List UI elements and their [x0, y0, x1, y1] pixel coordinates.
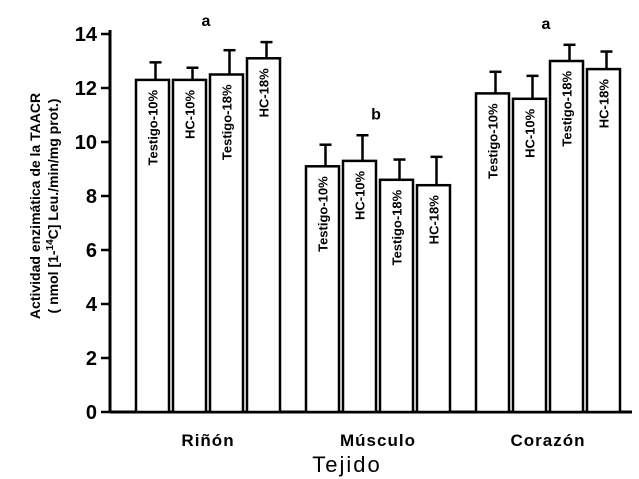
bar-label: HC-18%	[427, 195, 442, 245]
y-tick-label: 0	[86, 402, 97, 424]
bar	[208, 73, 245, 414]
bar-label: Testigo-10%	[486, 103, 501, 179]
x-tick-label: Músculo	[340, 431, 416, 450]
bar-label: HC-10%	[183, 89, 198, 139]
bar	[378, 178, 415, 414]
bar	[304, 165, 341, 414]
y-axis-label: Actividad enzimática de la TAACR ( nmol …	[27, 93, 61, 319]
bar	[171, 78, 208, 414]
bar	[474, 92, 511, 414]
y-tick-label: 4	[86, 294, 98, 316]
bar	[585, 67, 622, 414]
significance-label: b	[371, 106, 381, 123]
bar-label: Testigo-18%	[560, 71, 575, 147]
bar	[548, 59, 585, 414]
y-tick-label: 2	[86, 348, 97, 370]
significance-label: a	[202, 13, 211, 30]
bar	[245, 57, 282, 414]
x-tick-label: Riñón	[181, 431, 234, 450]
bar-label: Testigo-10%	[146, 89, 161, 165]
bar-label: Testigo-18%	[220, 84, 235, 160]
x-axis-label: Tejido	[312, 452, 381, 477]
bar	[134, 78, 171, 414]
y-tick-label: 14	[75, 24, 98, 46]
bar-label: HC-10%	[523, 108, 538, 158]
bar-label: HC-18%	[597, 79, 612, 129]
bar	[415, 183, 452, 414]
x-tick-label: Corazón	[511, 431, 586, 450]
bar	[341, 159, 378, 414]
bar-label: HC-18%	[257, 68, 272, 118]
bar	[511, 97, 548, 414]
significance-label: a	[542, 16, 551, 33]
bar-label: HC-10%	[353, 170, 368, 220]
y-tick-label: 12	[75, 78, 97, 100]
bar-label: Testigo-10%	[316, 176, 331, 252]
y-axis-label-line1: Actividad enzimática de la TAACR	[27, 93, 43, 319]
y-tick-label: 6	[86, 240, 97, 262]
bar-label: Testigo-18%	[390, 189, 405, 265]
y-axis-label-line2: ( nmol [1-14C] Leu./min/mg prot.)	[45, 99, 61, 314]
y-tick-label: 8	[86, 186, 97, 208]
y-tick-label: 10	[75, 132, 97, 154]
bars: Testigo-10% HC-10% Testigo-18% HC-18% a Testi…	[134, 13, 622, 414]
